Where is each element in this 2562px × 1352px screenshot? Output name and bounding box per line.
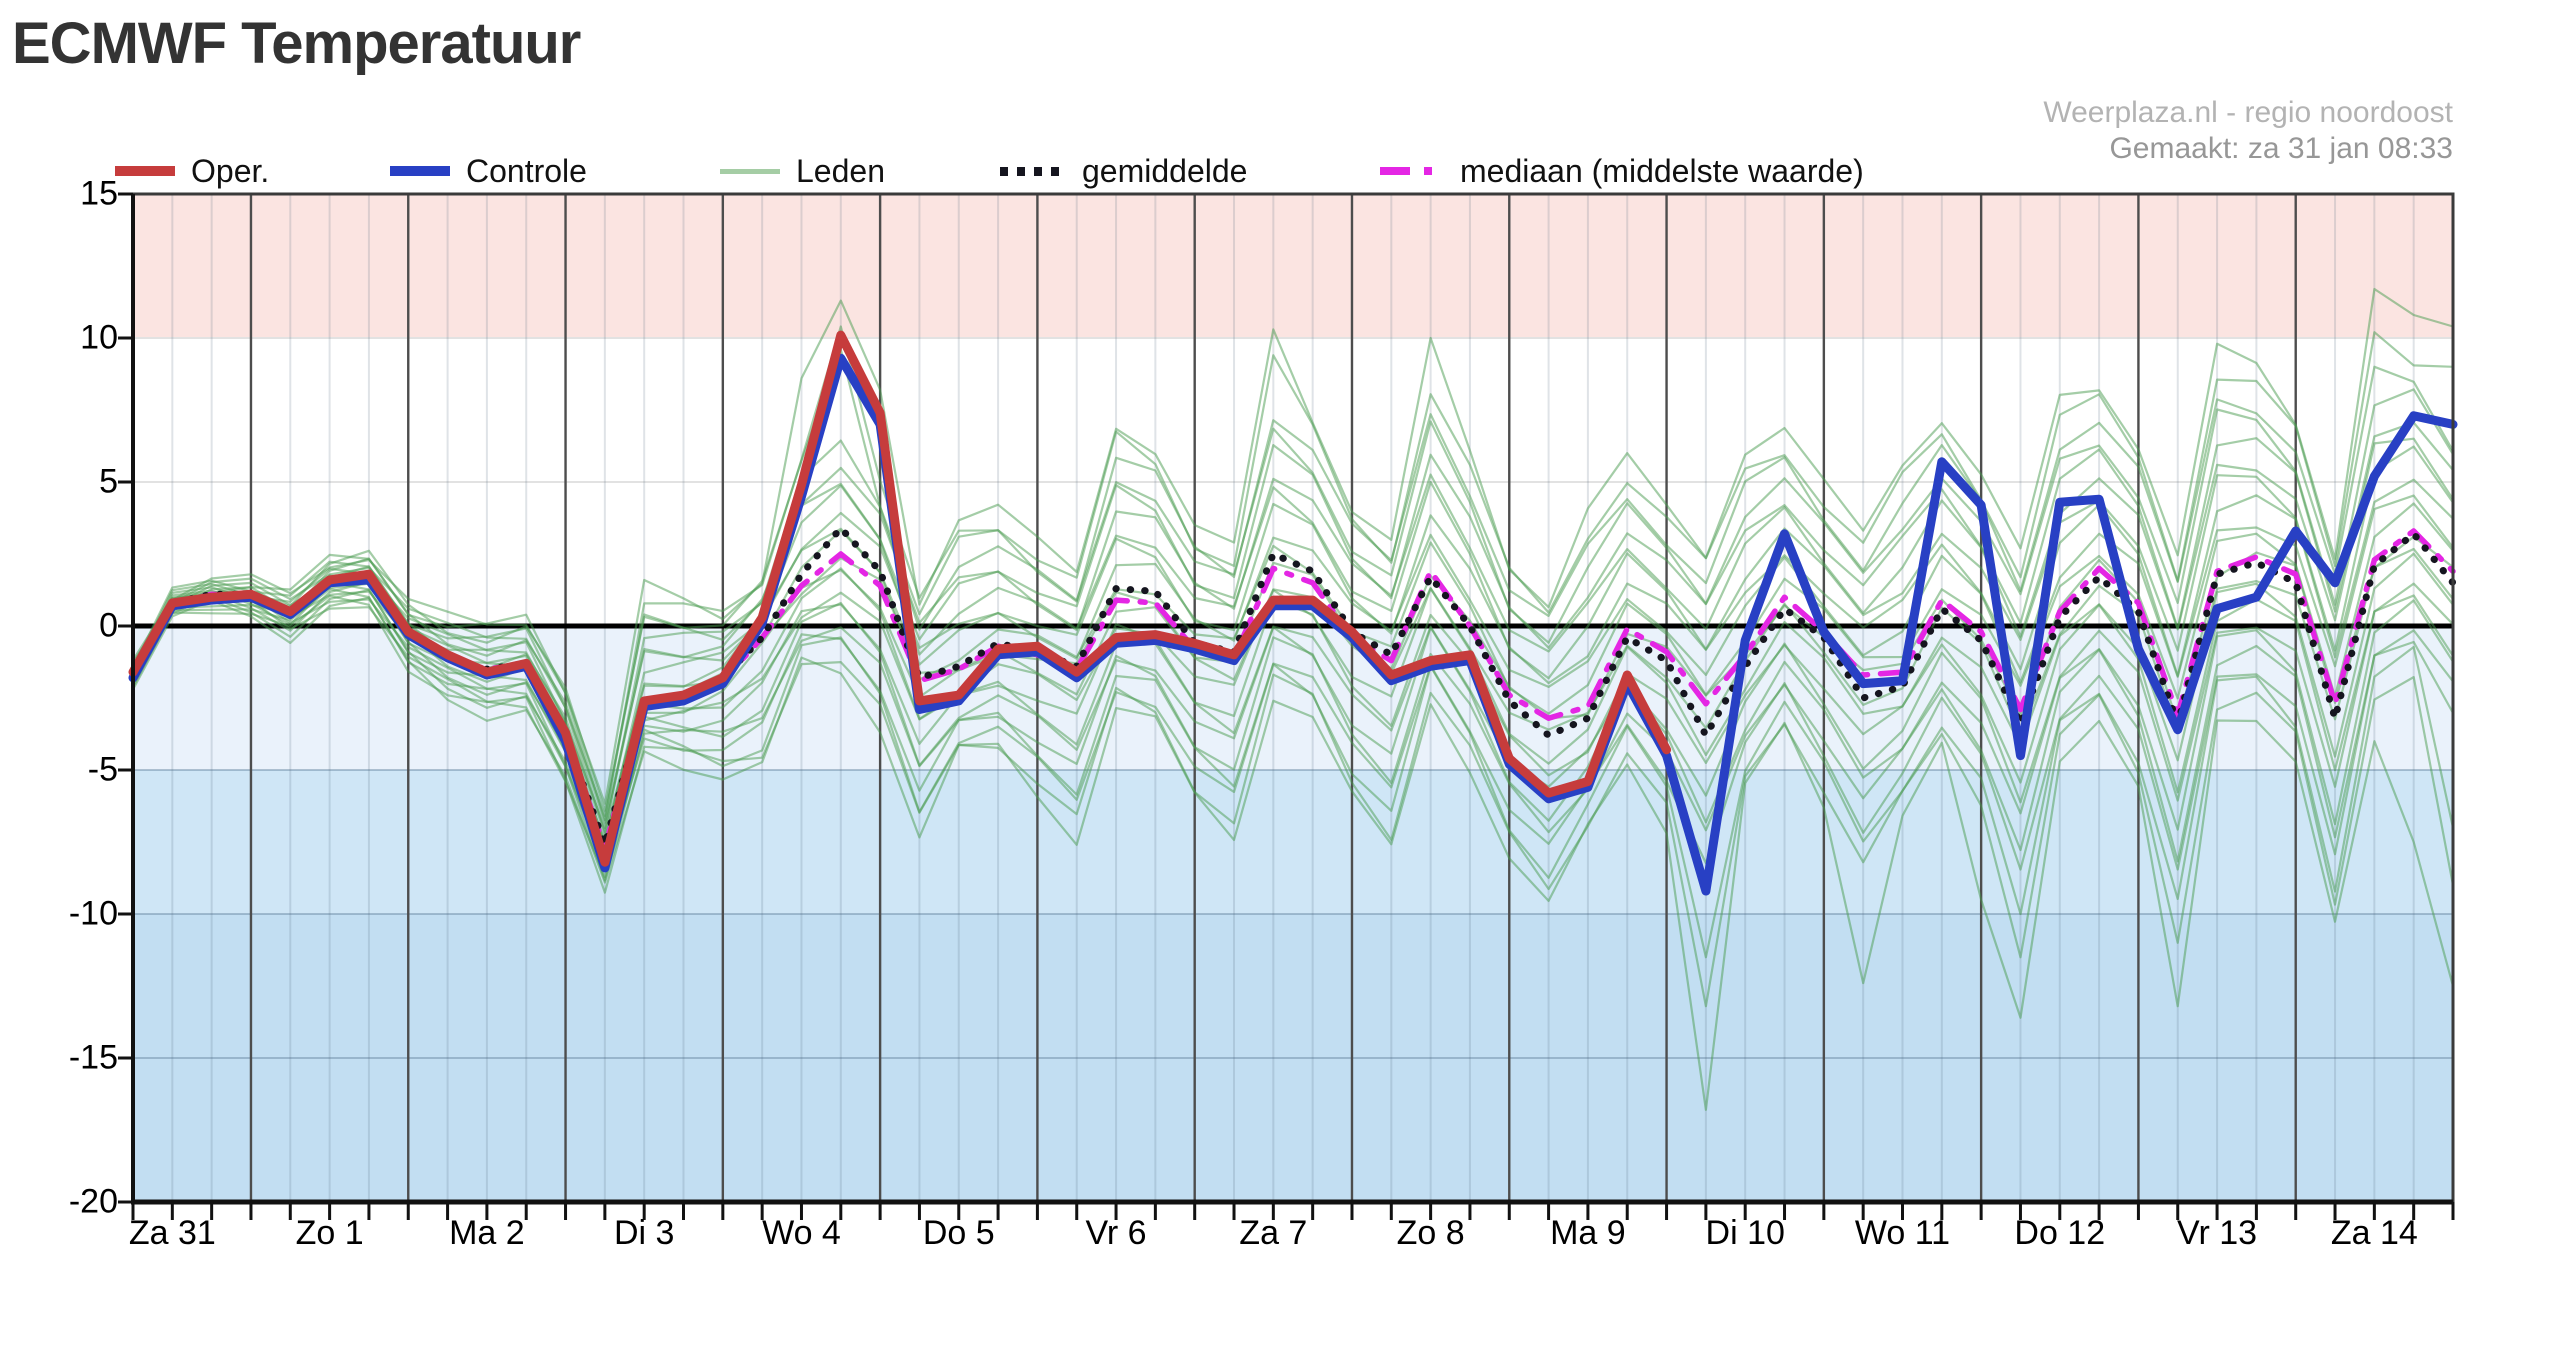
y-tick-label: 10 [80,318,118,357]
x-day-label: Za 31 [128,1214,216,1252]
x-day-label: Ma 9 [1550,1214,1626,1252]
oper-line [128,330,1672,867]
x-day-label: Vr 13 [2177,1214,2258,1252]
leden-member-line [131,287,2455,805]
legend-swatch-icon [1380,167,1444,175]
x-day-label: Ma 2 [449,1214,525,1252]
legend-item-leden: Leden [720,148,885,194]
page-title: ECMWF Temperatuur [12,11,581,76]
leden-member-line [131,445,2455,830]
x-day-label: Di 10 [1705,1214,1785,1252]
legend-swatch-icon [115,166,175,176]
background-band [133,914,2453,1058]
leden-member-line [131,325,2455,822]
legend-item-mediaan-middelste-waarde-: mediaan (middelste waarde) [1380,148,1864,194]
x-day-label: Wo 11 [1854,1214,1951,1252]
y-tick-label: -5 [87,750,118,789]
legend-swatch-icon [1000,166,1066,176]
leden-member-line [131,598,2455,959]
legend-item-controle: Controle [390,148,587,194]
leden-member-line [131,388,2455,817]
x-day-label: Wo 4 [762,1214,841,1252]
legend-label: mediaan (middelste waarde) [1460,152,1864,189]
gemiddelde-line [129,524,2457,849]
x-day-label: Zo 8 [1396,1214,1465,1252]
legend-swatch-icon [720,168,780,174]
legend-item-gemiddelde: gemiddelde [1000,148,1247,194]
background-band [133,770,2453,914]
y-tick-label: 0 [99,606,118,645]
legend-item-oper-: Oper. [115,148,269,194]
legend-label: Leden [796,152,885,189]
background-band [133,194,2453,338]
legend-label: Controle [466,152,587,189]
y-tick-label: -10 [68,894,118,933]
leden-member-line [131,588,2455,872]
watermark-created: Gemaakt: za 31 jan 08:33 [2109,132,2453,165]
leden-member-line [131,437,2455,824]
leden-member-line [131,594,2455,866]
legend-swatch-icon [390,166,450,176]
y-tick-label: -15 [68,1038,118,1077]
leden-member-line [131,581,2455,860]
y-tick-label: 5 [99,462,118,501]
legend-label: Oper. [191,152,270,189]
leden-member-line [131,494,2455,836]
watermark-source: Weerplaza.nl - regio noordoost [2043,96,2453,129]
x-day-label: Do 5 [922,1214,995,1252]
x-day-label: Za 14 [2330,1214,2418,1252]
y-tick-label: -20 [68,1182,118,1221]
background-band [133,1058,2453,1202]
legend-label: gemiddelde [1082,152,1248,189]
legend: Oper. Controle Leden gemiddelde mediaan (mid… [0,148,2562,194]
x-day-label: Vr 6 [1085,1214,1147,1252]
x-day-label: Zo 1 [295,1214,364,1252]
leden-member-line [131,348,2455,812]
y-tick-label: 15 [80,174,118,213]
x-day-label: Do 12 [2014,1214,2106,1252]
x-day-label: Di 3 [613,1214,675,1252]
x-day-label: Za 7 [1239,1214,1308,1252]
leden-member-line [131,596,2455,1111]
